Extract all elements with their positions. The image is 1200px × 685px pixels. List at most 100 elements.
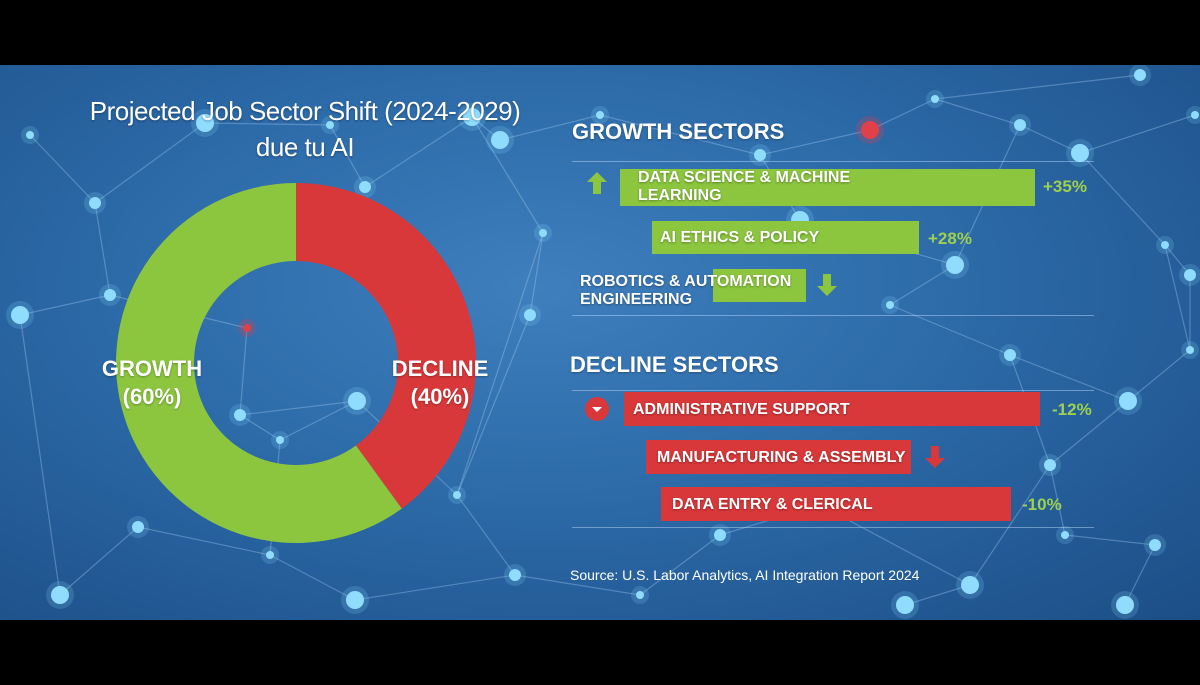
- network-line: [499, 114, 601, 141]
- network-node: [104, 289, 116, 301]
- decline-slice-label: DECLINE (40%): [380, 355, 500, 411]
- network-node: [132, 521, 144, 533]
- network-node: [714, 529, 726, 541]
- growth-slice-value: (60%): [122, 384, 182, 409]
- network-node: [11, 306, 29, 324]
- divider: [572, 315, 1094, 316]
- growth-slice: [115, 183, 402, 543]
- network-node: [234, 409, 246, 421]
- network-line: [759, 129, 871, 156]
- network-node: [524, 309, 536, 321]
- decline-sectors-heading: DECLINE SECTORS: [570, 352, 779, 377]
- divider: [572, 527, 1094, 528]
- network-node: [896, 596, 914, 614]
- network-node: [1119, 392, 1137, 410]
- donut-chart: [115, 183, 476, 543]
- network-line: [969, 464, 1051, 586]
- network-node: [1184, 269, 1196, 281]
- network-node: [463, 108, 481, 126]
- network-node: [326, 121, 334, 129]
- bar-data-entry: [661, 487, 1011, 521]
- network-line: [869, 98, 936, 131]
- bar-label-administrative: ADMINISTRATIVE SUPPORT: [633, 401, 850, 418]
- divider: [572, 390, 1094, 391]
- growth-sectors-heading: GROWTH SECTORS: [572, 119, 785, 144]
- growth-slice-label: GROWTH (60%): [92, 355, 212, 411]
- network-node: [946, 256, 964, 274]
- network-line: [1124, 544, 1156, 606]
- network-line: [329, 124, 366, 188]
- network-node: [276, 436, 284, 444]
- network-node: [346, 591, 364, 609]
- network-node: [1071, 144, 1089, 162]
- arrow-down-icon: [817, 274, 837, 296]
- network-line: [1009, 354, 1129, 402]
- network-node: [1191, 111, 1199, 119]
- network-node: [26, 131, 34, 139]
- network-node: [348, 392, 366, 410]
- network-line: [29, 134, 96, 204]
- growth-slice-name: GROWTH: [101, 356, 203, 381]
- network-line: [456, 494, 516, 576]
- bar-administrative: [624, 392, 1040, 426]
- chart-title-line-1: Projected Job Sector Shift (2024-2029): [89, 96, 521, 126]
- chart-title-line-2: due tu AI: [255, 132, 355, 162]
- network-line: [529, 232, 544, 316]
- network-node: [861, 121, 879, 139]
- network-node: [1004, 349, 1016, 361]
- network-line: [19, 294, 111, 316]
- network-line: [1164, 244, 1191, 351]
- network-line: [1049, 400, 1129, 466]
- network-line: [889, 264, 956, 306]
- network-line: [354, 574, 516, 601]
- network-line: [889, 304, 1011, 356]
- bar-data-science: [620, 169, 1035, 206]
- value-label-ai-ethics: +28%: [928, 229, 972, 248]
- network-node: [243, 324, 251, 332]
- bar-label-line: ROBOTICS & AUTOMATION: [580, 273, 792, 290]
- network-line: [19, 314, 61, 596]
- network-line: [94, 202, 111, 296]
- chevron-down-circle-icon: [585, 397, 609, 421]
- bar-label-robotics: ROBOTICS & AUTOMATION ENGINEERING: [580, 273, 791, 309]
- network-node: [754, 149, 766, 161]
- network-node: [266, 551, 274, 559]
- network-node: [51, 586, 69, 604]
- network-line: [239, 414, 281, 441]
- network-node: [636, 591, 644, 599]
- network-line: [456, 232, 544, 496]
- bar-robotics: [713, 269, 806, 302]
- network-line: [204, 122, 331, 126]
- network-node: [1014, 119, 1026, 131]
- network-node: [491, 131, 509, 149]
- source-note: Source: U.S. Labor Analytics, AI Integra…: [570, 567, 920, 583]
- bar-label-line: DATA SCIENCE & MACHINE: [638, 169, 851, 186]
- bar-label-line: ENGINEERING: [580, 291, 693, 308]
- bar-label-ai-ethics: AI ETHICS & POLICY: [660, 229, 820, 246]
- arrow-up-icon: [587, 172, 607, 194]
- network-node: [509, 569, 521, 581]
- network-node: [539, 229, 547, 237]
- network-line: [1079, 152, 1166, 246]
- network-node: [1149, 539, 1161, 551]
- network-line: [1079, 114, 1196, 154]
- infographic: Projected Job Sector Shift (2024-2029) d…: [0, 65, 1200, 620]
- decline-slice: [296, 183, 476, 509]
- network-line: [239, 400, 358, 416]
- decline-slice-name: DECLINE: [391, 356, 489, 381]
- network-line: [904, 584, 971, 606]
- network-node: [1116, 596, 1134, 614]
- bar-manufacturing: [646, 440, 911, 474]
- network-line: [364, 116, 473, 188]
- network-node: [1134, 69, 1146, 81]
- network-node: [89, 197, 101, 209]
- network-line: [639, 534, 721, 596]
- network-line: [514, 574, 641, 596]
- network-line: [279, 400, 358, 441]
- network-node: [886, 301, 894, 309]
- network-line: [239, 327, 248, 416]
- value-label-data-science: +35%: [1043, 177, 1087, 196]
- network-node: [453, 491, 461, 499]
- network-line: [1064, 534, 1156, 546]
- bar-label-data-entry: DATA ENTRY & CLERICAL: [672, 496, 873, 513]
